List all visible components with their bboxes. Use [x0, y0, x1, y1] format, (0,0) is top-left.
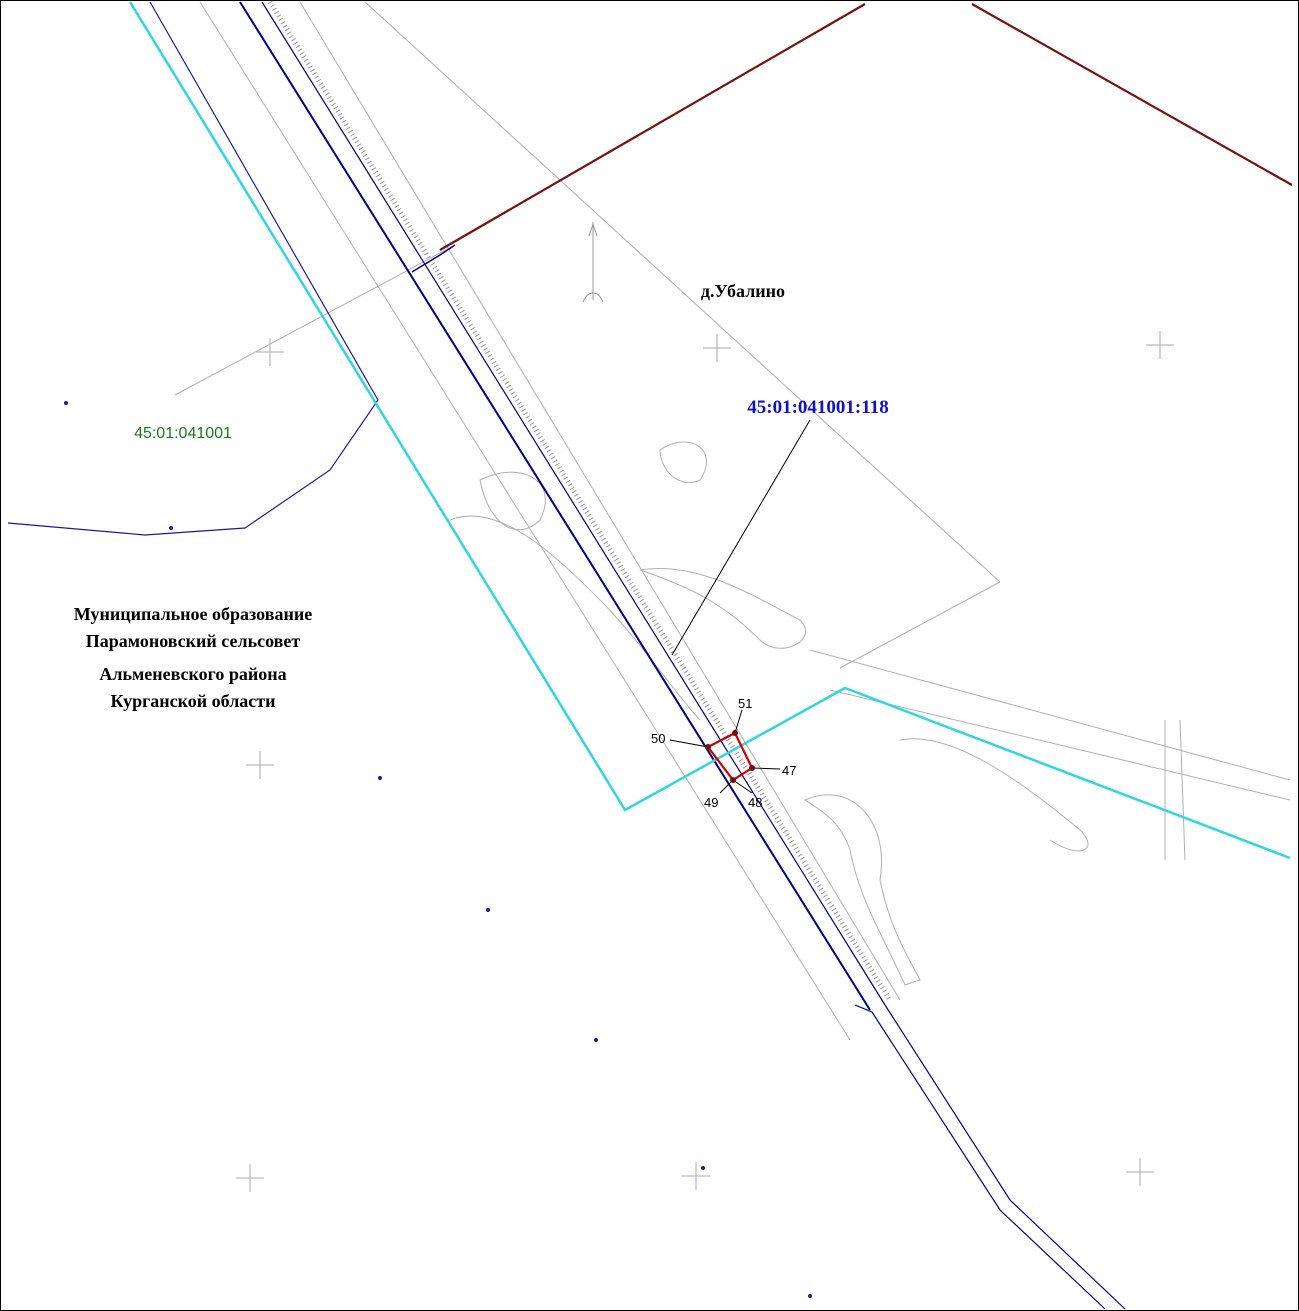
- north-arrow: [582, 222, 604, 303]
- municipality-line: Муниципальное образование: [74, 604, 312, 624]
- municipality-line: Парамоновский сельсовет: [86, 631, 301, 651]
- settlement-name: д.Убалино: [701, 281, 785, 301]
- point-label: 50: [651, 731, 665, 746]
- point-label: 51: [738, 696, 752, 711]
- point-label: 48: [748, 795, 762, 810]
- boundary-blue: [7, 1, 379, 536]
- municipality-line: Альменевского района: [99, 664, 286, 684]
- railway: [239, 0, 1126, 1310]
- grid-crosses: [236, 331, 1174, 1192]
- boundary-cyan: [128, 1, 1291, 860]
- point-label: 49: [704, 795, 718, 810]
- survey-dots: [64, 401, 812, 1298]
- point-markers: [705, 730, 755, 783]
- cadastral-block: 45:01:041001: [134, 425, 232, 442]
- parcel-number: 45:01:041001:118: [747, 397, 888, 418]
- leader-line: [671, 419, 811, 656]
- point-label: 47: [782, 763, 796, 778]
- municipality-line: Курганской области: [110, 691, 275, 711]
- point-leaders: [669, 709, 781, 794]
- terrain-lines: [174, 1, 1291, 1041]
- boundary-settlement: [439, 3, 1293, 251]
